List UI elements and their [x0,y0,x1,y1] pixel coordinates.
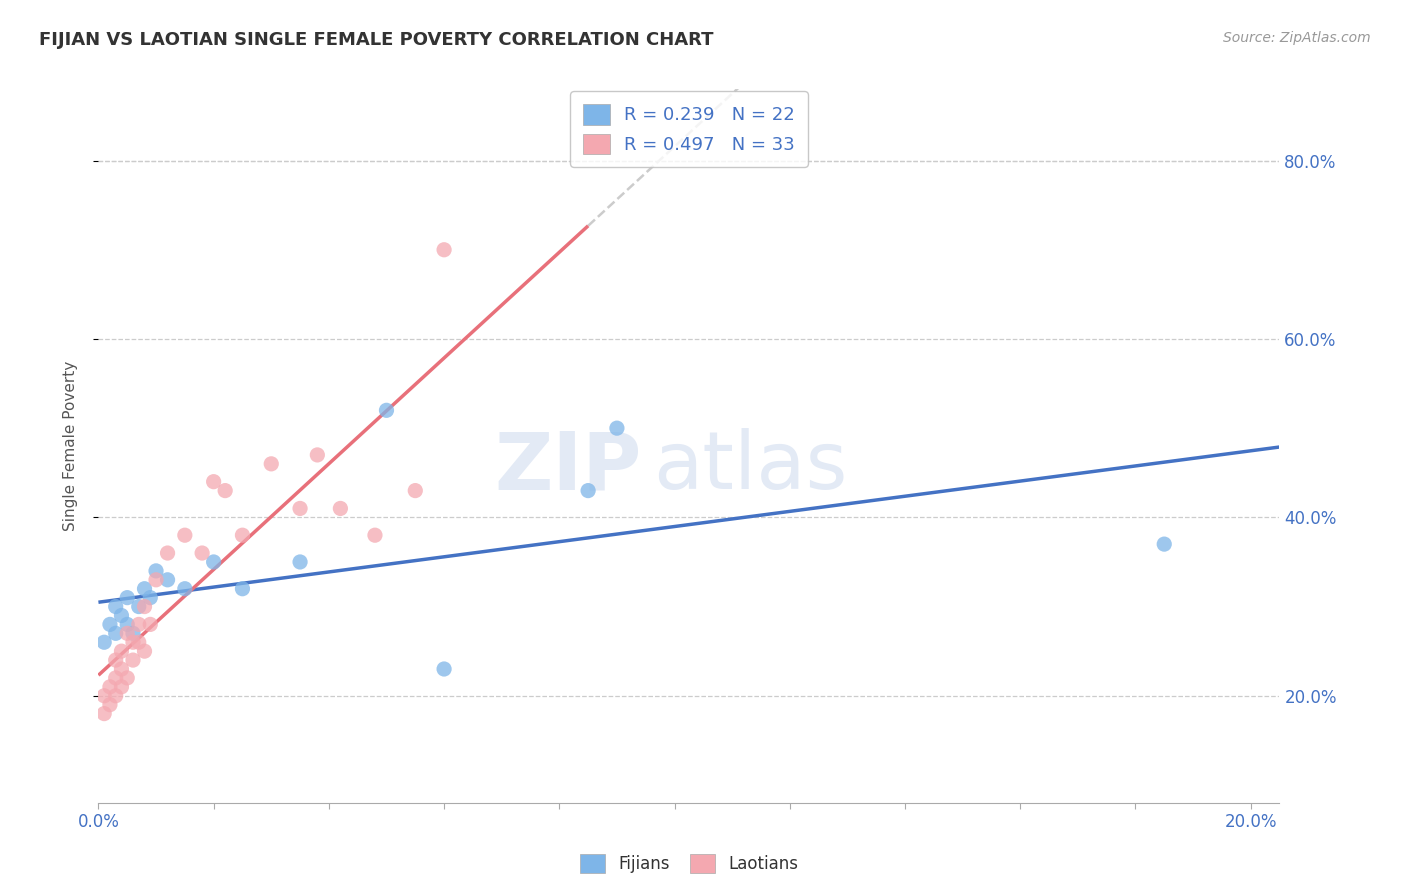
Point [98,698,121,712]
Point [139,591,162,605]
Point [93,706,115,721]
Point [307,448,329,462]
Point [104,653,127,667]
Point [110,680,132,694]
Point [260,457,283,471]
Point [122,626,145,640]
Point [329,501,352,516]
Point [122,653,145,667]
Text: Source: ZipAtlas.com: Source: ZipAtlas.com [1223,31,1371,45]
Point [191,546,214,560]
Point [288,555,311,569]
Legend: Fijians, Laotians: Fijians, Laotians [574,847,804,880]
Point [128,599,150,614]
Point [375,403,398,417]
Text: ZIP: ZIP [495,428,641,507]
Point [110,644,132,658]
Point [115,626,138,640]
Point [110,662,132,676]
Y-axis label: Single Female Poverty: Single Female Poverty [63,361,77,531]
Point [104,599,127,614]
Point [115,617,138,632]
Point [433,243,456,257]
Point [145,564,167,578]
Point [214,483,236,498]
Point [202,555,225,569]
Point [576,483,599,498]
Point [110,608,132,623]
Point [173,528,195,542]
Point [128,617,150,632]
Point [134,644,156,658]
Point [156,546,179,560]
Point [98,617,121,632]
Point [156,573,179,587]
Point [134,582,156,596]
Point [1153,537,1175,551]
Point [173,582,195,596]
Point [104,671,127,685]
Point [433,662,456,676]
Point [128,635,150,649]
Point [104,626,127,640]
Point [364,528,387,542]
Point [139,617,162,632]
Point [202,475,225,489]
Point [122,635,145,649]
Point [134,599,156,614]
Text: FIJIAN VS LAOTIAN SINGLE FEMALE POVERTY CORRELATION CHART: FIJIAN VS LAOTIAN SINGLE FEMALE POVERTY … [39,31,714,49]
Point [98,680,121,694]
Point [93,689,115,703]
Point [606,421,628,435]
Point [115,591,138,605]
Point [115,671,138,685]
Point [231,528,253,542]
Point [404,483,426,498]
Point [231,582,253,596]
Point [93,635,115,649]
Point [145,573,167,587]
Point [288,501,311,516]
Text: atlas: atlas [654,428,848,507]
Point [104,689,127,703]
